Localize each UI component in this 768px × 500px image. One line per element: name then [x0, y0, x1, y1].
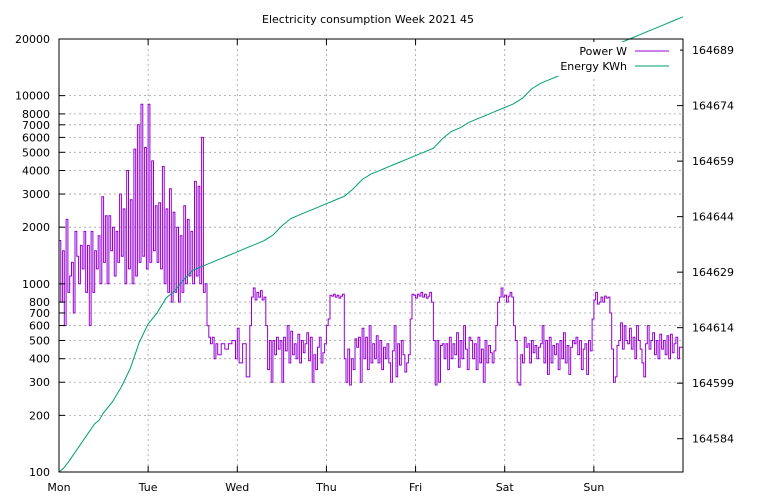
- legend-label-energy: Energy KWh: [560, 60, 627, 73]
- y-left-tick-label: 3000: [22, 188, 50, 201]
- y-left-tick-label: 600: [29, 320, 50, 333]
- y-left-tick-label: 100: [29, 466, 50, 479]
- y-right-tick-label: 164674: [692, 100, 734, 113]
- y-left-tick-label: 4000: [22, 165, 50, 178]
- y-right-tick-label: 164659: [692, 155, 734, 168]
- y-right-tick-label: 164599: [692, 377, 734, 390]
- series-line: [59, 103, 684, 386]
- x-axis: Mon Tue Wed Thu Fri Sat Sun: [47, 39, 604, 494]
- plot-frame: [58, 38, 684, 473]
- y-left-tick-label: 2000: [22, 221, 50, 234]
- y-left-tick-label: 5000: [22, 146, 50, 159]
- y-right-tick-label: 164629: [692, 266, 734, 279]
- x-tick-label: Fri: [409, 481, 422, 494]
- chart-title: Electricity consumption Week 2021 45: [262, 13, 474, 26]
- x-tick-label: Wed: [225, 481, 249, 494]
- y-left-tick-label: 6000: [22, 131, 50, 144]
- legend-label-power: Power W: [579, 45, 627, 58]
- grid: [59, 39, 683, 472]
- y-left-tick-label: 800: [29, 296, 50, 309]
- y-left-tick-label: 10000: [15, 90, 50, 103]
- y-left-tick-label: 7000: [22, 119, 50, 132]
- legend: Power W Energy KWh: [552, 42, 680, 76]
- y-left-tick-label: 1000: [22, 278, 50, 291]
- y-left-tick-label: 300: [29, 376, 50, 389]
- x-tick-label: Mon: [47, 481, 70, 494]
- y-right-tick-label: 164614: [692, 322, 734, 335]
- y-left-tick-label: 500: [29, 334, 50, 347]
- x-tick-label: Tue: [138, 481, 158, 494]
- y-right-tick-label: 164644: [692, 211, 734, 224]
- y-left-tick-label: 20000: [15, 33, 50, 46]
- x-tick-label: Sun: [583, 481, 604, 494]
- y-axis-right: 164584 164599 164614 164629 164644 164659 1646…: [677, 44, 734, 446]
- y-right-tick-label: 164689: [692, 44, 734, 57]
- x-tick-label: Thu: [315, 481, 337, 494]
- y-left-tick-label: 400: [29, 353, 50, 366]
- y-left-tick-label: 700: [29, 307, 50, 320]
- x-tick-label: Sat: [496, 481, 515, 494]
- y-left-tick-label: 8000: [22, 108, 50, 121]
- y-right-tick-label: 164584: [692, 433, 734, 446]
- legend-box: [552, 42, 680, 76]
- y-left-tick-label: 200: [29, 409, 50, 422]
- series-line: [58, 16, 684, 473]
- energy-series: [58, 16, 684, 473]
- power-series: [59, 103, 684, 386]
